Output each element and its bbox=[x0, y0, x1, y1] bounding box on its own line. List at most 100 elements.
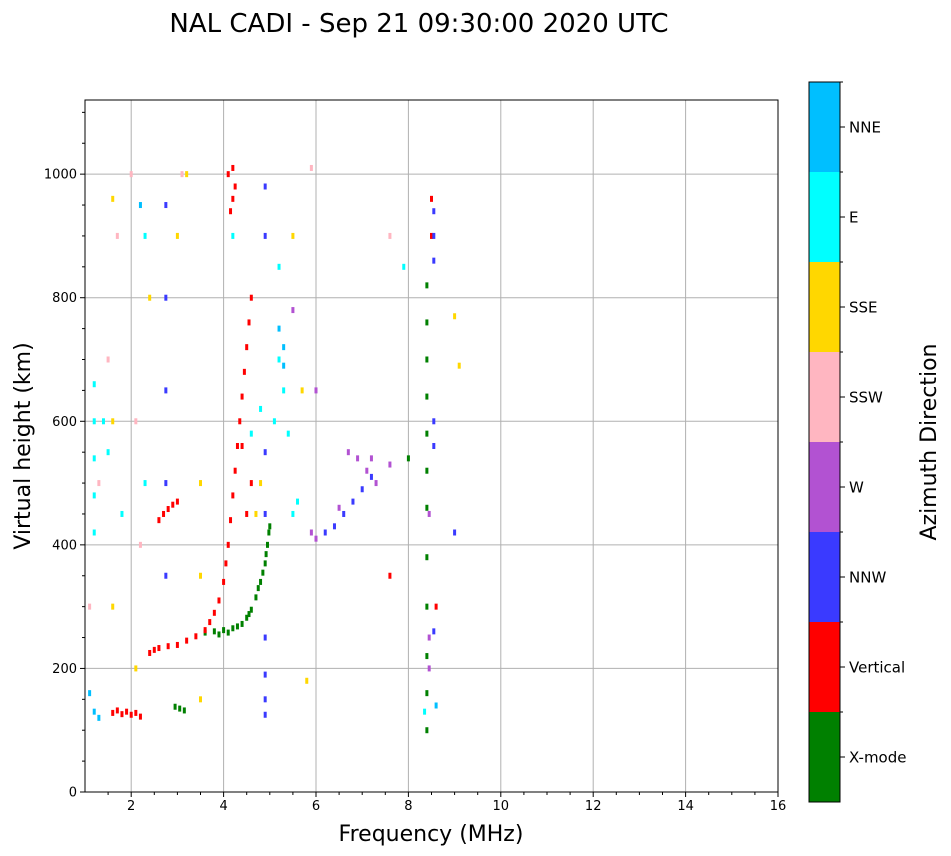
point-nnw bbox=[432, 257, 436, 264]
point-w bbox=[346, 449, 350, 456]
point-x-mode bbox=[249, 606, 253, 613]
point-vertical bbox=[231, 195, 235, 202]
point-x-mode bbox=[267, 529, 271, 536]
x-tick-label: 10 bbox=[493, 799, 510, 814]
point-vertical bbox=[203, 627, 207, 634]
point-ssw bbox=[115, 232, 119, 239]
point-vertical bbox=[162, 510, 166, 517]
point-nnw bbox=[263, 711, 267, 718]
point-x-mode bbox=[406, 455, 410, 462]
y-tick-label: 0 bbox=[69, 786, 77, 801]
point-x-mode bbox=[231, 625, 235, 632]
point-vertical bbox=[166, 506, 170, 513]
point-sse bbox=[148, 294, 152, 301]
point-vertical bbox=[240, 393, 244, 400]
point-sse bbox=[457, 362, 461, 369]
point-ssw bbox=[129, 171, 133, 178]
point-e bbox=[277, 356, 281, 363]
point-vertical bbox=[157, 517, 161, 524]
point-x-mode bbox=[425, 554, 429, 561]
point-e bbox=[101, 418, 105, 425]
point-x-mode bbox=[264, 551, 268, 558]
point-ssw bbox=[180, 171, 184, 178]
point-nnw bbox=[263, 449, 267, 456]
point-x-mode bbox=[259, 578, 263, 585]
point-vertical bbox=[120, 711, 124, 718]
point-sse bbox=[111, 195, 115, 202]
point-nnw bbox=[453, 529, 457, 536]
point-sse bbox=[305, 677, 309, 684]
point-nne bbox=[434, 702, 438, 709]
colorbar-label-w: W bbox=[849, 479, 864, 497]
point-vertical bbox=[434, 603, 438, 610]
point-nne bbox=[92, 708, 96, 715]
colorbar-swatch-sse bbox=[809, 262, 840, 352]
y-tick-label: 800 bbox=[52, 291, 77, 306]
point-vertical bbox=[194, 633, 198, 640]
point-x-mode bbox=[261, 569, 265, 576]
colorbar-label-e: E bbox=[849, 209, 858, 227]
point-e bbox=[231, 232, 235, 239]
point-nnw bbox=[360, 486, 364, 493]
y-axis-label: Virtual height (km) bbox=[11, 342, 36, 549]
point-nne bbox=[97, 714, 101, 721]
point-w bbox=[314, 535, 318, 542]
point-vertical bbox=[115, 707, 119, 714]
x-tick-label: 4 bbox=[219, 799, 227, 814]
point-x-mode bbox=[425, 653, 429, 660]
point-vertical bbox=[175, 641, 179, 648]
colorbar-label-sse: SSE bbox=[849, 299, 878, 317]
point-x-mode bbox=[425, 690, 429, 697]
point-w bbox=[337, 504, 341, 511]
colorbar: X-mode Vertical NNW W SSW SSE E NNE bbox=[808, 81, 906, 803]
x-tick-label: 12 bbox=[585, 799, 602, 814]
point-x-mode bbox=[226, 629, 230, 636]
point-ssw bbox=[309, 164, 313, 171]
point-nne bbox=[277, 325, 281, 332]
point-nnw bbox=[263, 232, 267, 239]
point-w bbox=[388, 461, 392, 468]
point-x-mode bbox=[268, 523, 272, 530]
y-tick-label: 1000 bbox=[44, 168, 77, 183]
point-e bbox=[143, 232, 147, 239]
point-x-mode bbox=[425, 603, 429, 610]
point-vertical bbox=[222, 578, 226, 585]
point-sse bbox=[199, 696, 202, 703]
point-vertical bbox=[242, 368, 246, 375]
point-ssw bbox=[134, 418, 138, 425]
point-x-mode bbox=[425, 393, 429, 400]
point-vertical bbox=[152, 646, 156, 653]
point-sse bbox=[199, 572, 202, 579]
point-x-mode bbox=[425, 727, 429, 734]
point-x-mode bbox=[173, 703, 177, 710]
point-x-mode bbox=[265, 541, 269, 548]
point-x-mode bbox=[425, 319, 429, 326]
point-vertical bbox=[235, 443, 239, 449]
point-e bbox=[272, 418, 276, 425]
point-x-mode bbox=[425, 430, 429, 437]
point-vertical bbox=[430, 195, 433, 202]
point-sse bbox=[111, 603, 115, 610]
point-sse bbox=[134, 665, 138, 672]
point-w bbox=[309, 529, 313, 536]
point-x-mode bbox=[425, 467, 429, 474]
point-vertical bbox=[430, 232, 433, 239]
point-vertical bbox=[226, 541, 230, 548]
point-vertical bbox=[208, 619, 212, 626]
point-x-mode bbox=[212, 628, 216, 635]
colorbar-swatch-vertical bbox=[809, 622, 840, 712]
point-x-mode bbox=[182, 707, 186, 714]
point-w bbox=[365, 467, 369, 474]
point-w bbox=[356, 455, 360, 462]
point-sse bbox=[175, 232, 179, 239]
point-nnw bbox=[432, 232, 436, 239]
colorbar-label-x-mode: X-mode bbox=[849, 749, 906, 767]
point-vertical bbox=[212, 609, 216, 616]
point-vertical bbox=[238, 418, 242, 425]
point-e bbox=[291, 510, 295, 517]
point-x-mode bbox=[240, 620, 244, 627]
point-ssw bbox=[388, 232, 392, 239]
point-e bbox=[296, 498, 300, 505]
point-sse bbox=[111, 418, 115, 425]
grid-lines bbox=[85, 100, 778, 792]
